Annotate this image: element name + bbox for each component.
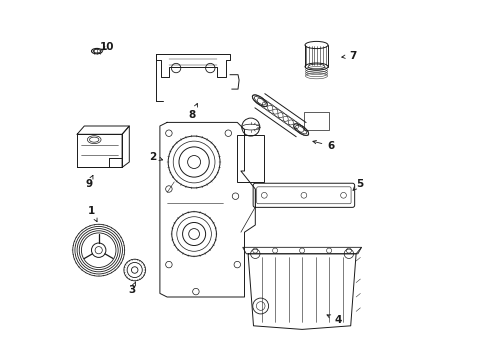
Polygon shape [242,247,361,254]
Text: 4: 4 [326,315,341,325]
Text: 2: 2 [149,152,163,162]
Text: 6: 6 [312,140,334,151]
Text: 1: 1 [88,206,97,222]
Text: 3: 3 [128,282,136,295]
Text: 5: 5 [352,179,363,190]
Text: 10: 10 [100,42,114,52]
Bar [237,135,264,182]
Text: 9: 9 [85,175,93,189]
Bar [303,112,328,130]
Text: 7: 7 [341,51,355,61]
Text: 8: 8 [188,103,197,120]
